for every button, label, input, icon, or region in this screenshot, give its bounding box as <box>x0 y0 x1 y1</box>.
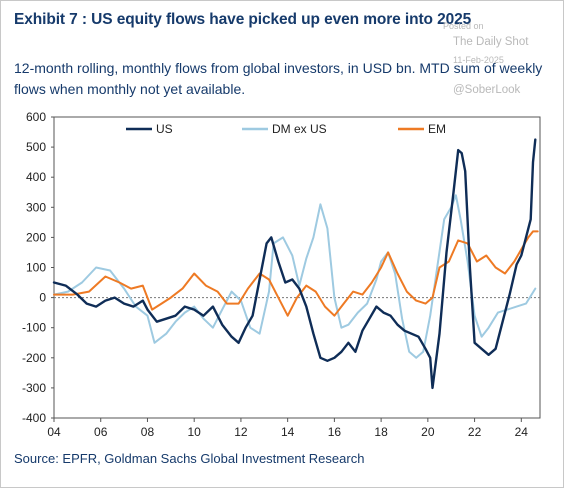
y-tick-label: 0 <box>39 291 46 305</box>
x-tick-label: 12 <box>234 425 248 439</box>
legend-label-dm-ex-us: DM ex US <box>272 122 327 136</box>
x-tick-label: 18 <box>374 425 388 439</box>
y-tick-label: 200 <box>26 230 46 244</box>
legend-label-us: US <box>156 122 173 136</box>
x-tick-label: 04 <box>47 425 61 439</box>
watermark-date: 11-Feb-2025 <box>453 55 504 65</box>
y-tick-label: 400 <box>26 170 46 184</box>
watermark-site: The Daily Shot <box>453 36 529 48</box>
source-note: Source: EPFR, Goldman Sachs Global Inves… <box>14 451 365 466</box>
x-tick-label: 20 <box>421 425 435 439</box>
y-tick-label: 600 <box>26 110 46 124</box>
series-line-us <box>52 138 537 390</box>
series-line-em <box>53 230 539 317</box>
x-tick-label: 08 <box>141 425 155 439</box>
x-tick-label: 22 <box>468 425 482 439</box>
x-tick-label: 06 <box>94 425 108 439</box>
x-tick-label: 14 <box>281 425 295 439</box>
legend-label-em: EM <box>428 122 446 136</box>
x-tick-label: 10 <box>188 425 202 439</box>
watermark-handle: @SoberLook <box>453 84 521 96</box>
chart-subtitle: 12-month rolling, monthly flows from glo… <box>14 60 543 97</box>
y-tick-label: -200 <box>22 351 46 365</box>
series-line-dm-ex-us <box>53 194 537 359</box>
watermark-posted: Posted on <box>443 21 484 31</box>
y-tick-label: 500 <box>26 140 46 154</box>
chart-title: Exhibit 7 : US equity flows have picked … <box>14 11 472 28</box>
plot-area <box>53 116 541 419</box>
y-tick-label: 100 <box>26 261 46 275</box>
x-tick-label: 16 <box>328 425 342 439</box>
y-tick-label: 300 <box>26 200 46 214</box>
y-tick-label: -400 <box>22 411 46 425</box>
x-tick-label: 24 <box>515 425 529 439</box>
y-tick-label: -300 <box>22 381 46 395</box>
y-tick-label: -100 <box>22 321 46 335</box>
